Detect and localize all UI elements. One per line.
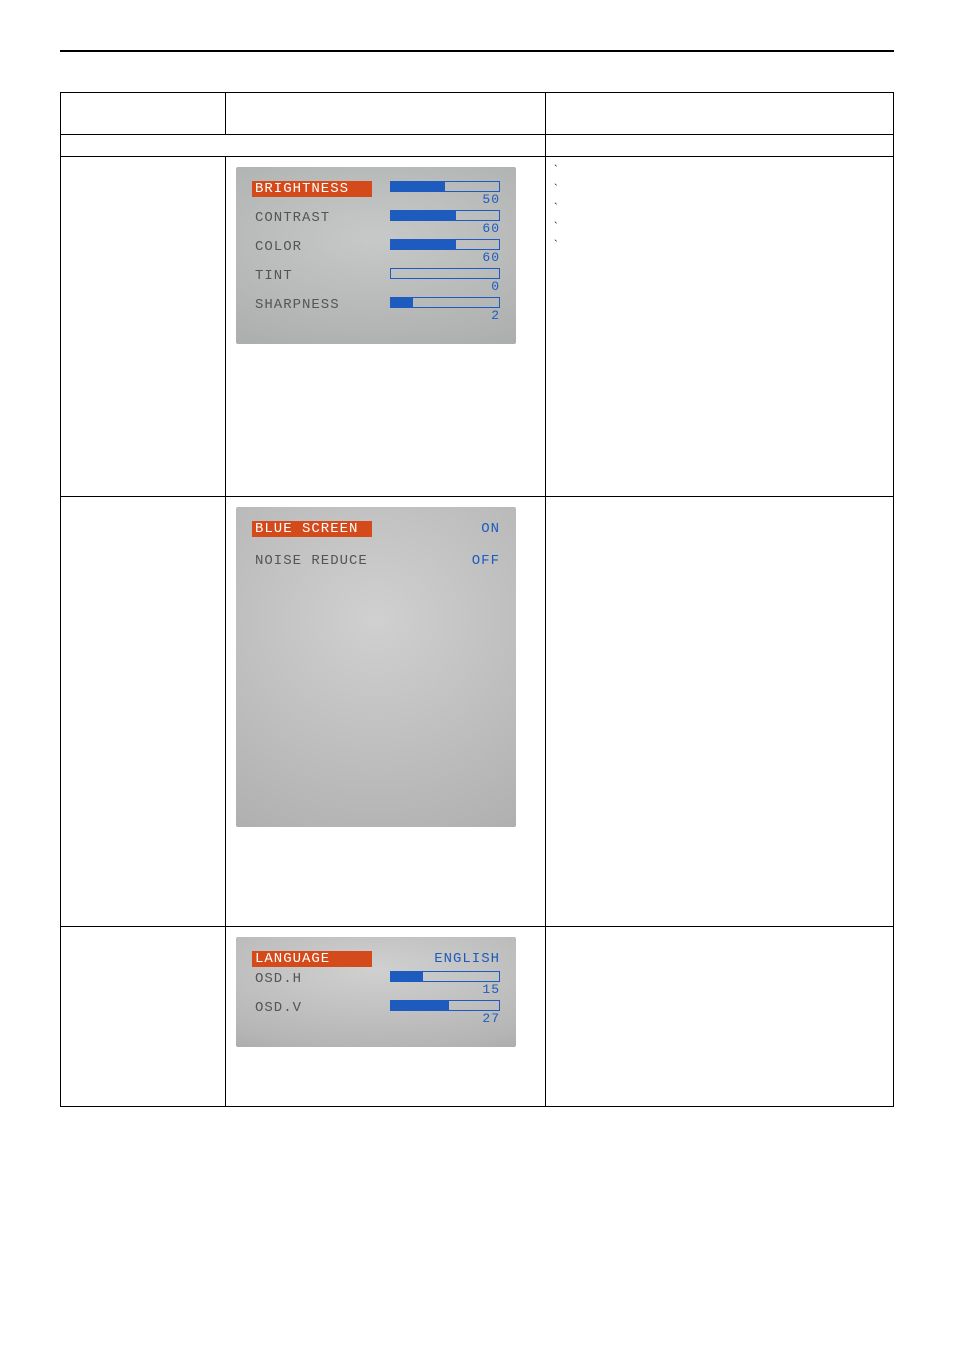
section-header-right [546, 135, 894, 157]
osd-label: CONTRAST [252, 210, 372, 226]
osd-right: 27 [372, 1000, 500, 1025]
row-desc-cell [546, 927, 894, 1107]
osd-right: ON [372, 521, 500, 537]
osd-bar-fill [391, 240, 456, 249]
row-name-cell [61, 927, 226, 1107]
section-header-row [61, 135, 894, 157]
osd-bar [390, 181, 500, 192]
desc-item: ` [554, 220, 885, 235]
row-name-cell [61, 157, 226, 497]
table-head [61, 93, 894, 135]
row-desc-cell: ` ` ` ` ` [546, 157, 894, 497]
osd-bar-fill [391, 972, 423, 981]
osd-right: 2 [372, 297, 500, 322]
osd-row: TINT 0 [252, 268, 500, 293]
desc-item: ` [554, 201, 885, 216]
osd-row: NOISE REDUCE OFF [252, 553, 500, 569]
osd-bar [390, 971, 500, 982]
osd-label: BLUE SCREEN [252, 521, 372, 537]
osd-bar-fill [391, 298, 413, 307]
osd-bar-wrap: 0 [390, 268, 500, 293]
osd-row: BLUE SCREEN ON [252, 521, 500, 537]
osd-bar-value: 60 [482, 222, 500, 235]
row-photo-cell: BRIGHTNESS 50 CONTRAST 60 COLOR 60 TINT 0 SHARPN… [226, 157, 546, 497]
desc-item: ` [554, 238, 885, 253]
osd-label: BRIGHTNESS [252, 181, 372, 197]
osd-label: COLOR [252, 239, 372, 255]
page: BRIGHTNESS 50 CONTRAST 60 COLOR 60 TINT 0 SHARPN… [0, 0, 954, 1137]
osd-row: OSD.V 27 [252, 1000, 500, 1025]
osd-bar-fill [391, 211, 456, 220]
osd-right: 0 [372, 268, 500, 293]
osd-bar [390, 297, 500, 308]
osd-label: SHARPNESS [252, 297, 372, 313]
table-row: BRIGHTNESS 50 CONTRAST 60 COLOR 60 TINT 0 SHARPN… [61, 157, 894, 497]
osd-right: 15 [372, 971, 500, 996]
osd-row: COLOR 60 [252, 239, 500, 264]
osd-bar [390, 210, 500, 221]
desc-item: ` [554, 163, 885, 178]
row-photo-cell: BLUE SCREEN ON NOISE REDUCE OFF [226, 497, 546, 927]
osd-row: BRIGHTNESS 50 [252, 181, 500, 206]
osd-bar-value: 50 [482, 193, 500, 206]
osd-bar-wrap: 2 [390, 297, 500, 322]
th-display [226, 93, 546, 135]
osd-row: CONTRAST 60 [252, 210, 500, 235]
title-rule [60, 50, 894, 52]
osd-row: SHARPNESS 2 [252, 297, 500, 322]
osd-label: NOISE REDUCE [252, 553, 372, 569]
osd-right: 60 [372, 239, 500, 264]
osd-bar-value: 27 [482, 1012, 500, 1025]
osd-value-text: ON [481, 521, 500, 537]
osd-bar-wrap: 60 [390, 239, 500, 264]
osd-screenshot-picture: BRIGHTNESS 50 CONTRAST 60 COLOR 60 TINT 0 SHARPN… [236, 167, 516, 344]
osd-screenshot-osd: LANGUAGE ENGLISH OSD.H 15 OSD.V 27 [236, 937, 516, 1047]
osd-bar-wrap: 60 [390, 210, 500, 235]
osd-bar-fill [391, 1001, 449, 1010]
osd-bar [390, 1000, 500, 1011]
section-header-left [61, 135, 546, 157]
osd-row: OSD.H 15 [252, 971, 500, 996]
osd-value-text: ENGLISH [434, 951, 500, 967]
row-photo-cell: LANGUAGE ENGLISH OSD.H 15 OSD.V 27 [226, 927, 546, 1107]
osd-bar-value: 2 [491, 309, 500, 322]
osd-label: OSD.H [252, 971, 372, 987]
osd-right: ENGLISH [372, 951, 500, 967]
osd-bar [390, 239, 500, 250]
osd-row: LANGUAGE ENGLISH [252, 951, 500, 967]
table-row: BLUE SCREEN ON NOISE REDUCE OFF [61, 497, 894, 927]
osd-bar-wrap: 15 [390, 971, 500, 996]
osd-right: 60 [372, 210, 500, 235]
row-name-cell [61, 497, 226, 927]
desc-list: ` ` ` ` ` [554, 163, 885, 253]
osd-bar-fill [391, 182, 445, 191]
osd-bar-wrap: 27 [390, 1000, 500, 1025]
main-table: BRIGHTNESS 50 CONTRAST 60 COLOR 60 TINT 0 SHARPN… [60, 92, 894, 1107]
osd-bar-value: 15 [482, 983, 500, 996]
osd-value-text: OFF [472, 553, 500, 569]
osd-label: TINT [252, 268, 372, 284]
osd-bar-value: 0 [491, 280, 500, 293]
th-name [61, 93, 226, 135]
th-desc [546, 93, 894, 135]
osd-bar-wrap: 50 [390, 181, 500, 206]
osd-screenshot-function: BLUE SCREEN ON NOISE REDUCE OFF [236, 507, 516, 827]
osd-right: 50 [372, 181, 500, 206]
osd-label: OSD.V [252, 1000, 372, 1016]
desc-item: ` [554, 182, 885, 197]
osd-right: OFF [372, 553, 500, 569]
table-row: LANGUAGE ENGLISH OSD.H 15 OSD.V 27 [61, 927, 894, 1107]
row-desc-cell [546, 497, 894, 927]
osd-bar [390, 268, 500, 279]
osd-label: LANGUAGE [252, 951, 372, 967]
osd-bar-value: 60 [482, 251, 500, 264]
